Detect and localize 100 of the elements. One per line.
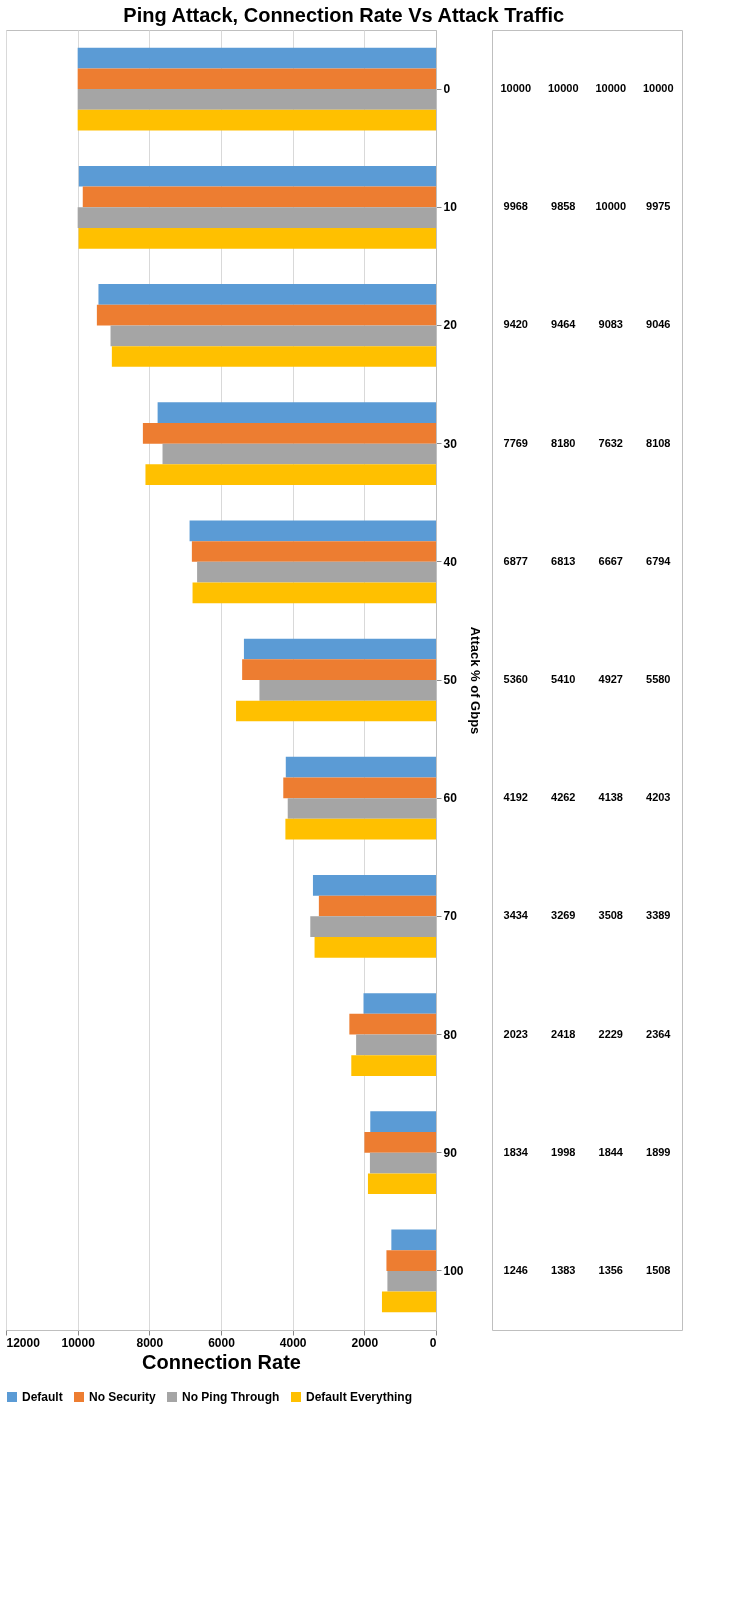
bar xyxy=(259,680,436,701)
data-label: 1356 xyxy=(598,1263,623,1276)
bar xyxy=(191,541,436,562)
y-tick-label: 30 xyxy=(443,436,458,451)
data-label: 10000 xyxy=(547,82,579,95)
bar xyxy=(370,1111,436,1133)
bar xyxy=(157,402,436,423)
data-label: 4138 xyxy=(598,791,623,804)
bar xyxy=(96,304,436,326)
bar xyxy=(110,325,436,347)
bar xyxy=(310,916,436,938)
data-label: 1246 xyxy=(503,1263,528,1276)
bar xyxy=(349,1013,436,1035)
bar xyxy=(82,186,436,208)
data-label: 4203 xyxy=(646,791,671,804)
bar xyxy=(369,1152,436,1174)
bar xyxy=(78,227,436,249)
y-tick-label: 40 xyxy=(443,554,458,569)
bar xyxy=(77,68,436,90)
bar xyxy=(318,895,436,917)
y-axis-title: Attack % of Gbps xyxy=(467,626,483,735)
data-label: 3269 xyxy=(551,909,576,922)
data-label: 9975 xyxy=(646,200,671,213)
data-label: 1844 xyxy=(598,1145,624,1158)
bar xyxy=(236,700,436,722)
bar xyxy=(162,443,436,465)
y-tick-label: 100 xyxy=(443,1263,464,1278)
data-label: 9858 xyxy=(551,200,576,213)
bar xyxy=(192,582,436,604)
data-label: 6667 xyxy=(598,554,623,567)
bar xyxy=(351,1055,436,1076)
data-label: 9420 xyxy=(503,318,528,331)
bar xyxy=(242,659,436,680)
y-tick-label: 70 xyxy=(443,909,458,924)
bar xyxy=(356,1034,436,1056)
bar xyxy=(314,937,436,958)
data-label: 2229 xyxy=(598,1027,623,1040)
data-label: 9464 xyxy=(551,318,577,331)
bar xyxy=(363,993,436,1014)
data-label: 9083 xyxy=(598,318,623,331)
bar xyxy=(145,464,436,485)
bar xyxy=(312,875,436,896)
data-label: 3389 xyxy=(646,909,671,922)
bar xyxy=(78,165,436,187)
bar xyxy=(391,1229,436,1251)
data-label: 10000 xyxy=(642,82,674,95)
legend-label: Default xyxy=(22,1390,63,1404)
data-label: 3434 xyxy=(503,909,529,922)
data-label: 9046 xyxy=(646,318,671,331)
data-label: 5360 xyxy=(503,673,528,685)
data-label: 4262 xyxy=(551,791,576,804)
x-tick-label: 10000 xyxy=(61,1335,96,1350)
data-label: 10000 xyxy=(595,200,627,213)
bar xyxy=(243,638,436,660)
bar xyxy=(287,798,436,819)
y-tick-label: 90 xyxy=(443,1145,458,1160)
x-tick-label: 4000 xyxy=(279,1335,307,1350)
data-label: 3508 xyxy=(598,909,623,922)
x-tick-label: 0 xyxy=(429,1335,437,1350)
legend-label: No Security xyxy=(89,1390,157,1404)
chart-title: Ping Attack, Connection Rate Vs Attack Traffic xyxy=(123,3,565,26)
data-label: 4927 xyxy=(598,673,623,685)
x-tick-label: 2000 xyxy=(351,1335,379,1350)
bar xyxy=(77,109,436,131)
data-label: 10000 xyxy=(500,82,532,95)
y-tick-label: 10 xyxy=(443,200,458,215)
legend-label: No Ping Through xyxy=(182,1390,280,1404)
data-label: 6813 xyxy=(551,554,576,567)
bar xyxy=(77,207,436,228)
data-label: 2418 xyxy=(551,1027,576,1040)
bar xyxy=(285,818,436,840)
data-label: 2023 xyxy=(503,1027,528,1040)
y-tick-label: 20 xyxy=(443,318,458,333)
bar xyxy=(77,47,436,69)
legend-label: Default Everything xyxy=(306,1390,413,1404)
data-label: 1383 xyxy=(551,1263,576,1276)
bar xyxy=(381,1291,436,1313)
bar xyxy=(367,1173,436,1195)
data-label: 6877 xyxy=(503,554,528,567)
bar xyxy=(77,89,436,110)
data-label: 9968 xyxy=(503,200,528,213)
x-tick-label: 12000 xyxy=(6,1335,41,1350)
data-label: 1508 xyxy=(646,1263,671,1276)
x-axis-title: Connection Rate xyxy=(142,1350,301,1373)
data-label: 4192 xyxy=(503,791,528,804)
data-label: 1899 xyxy=(646,1145,671,1158)
y-tick-label: 60 xyxy=(443,791,458,806)
x-tick-label: 6000 xyxy=(208,1335,236,1350)
bar xyxy=(285,756,436,778)
bar xyxy=(142,422,436,444)
data-label: 6794 xyxy=(646,554,672,567)
data-label: 1998 xyxy=(551,1145,576,1158)
data-label: 10000 xyxy=(595,82,627,95)
data-label: 2364 xyxy=(646,1027,672,1040)
data-label: 1834 xyxy=(503,1145,529,1158)
data-label: 8108 xyxy=(646,436,671,449)
y-tick-label: 50 xyxy=(443,673,458,687)
data-label: 8180 xyxy=(551,436,576,449)
data-label: 5410 xyxy=(551,673,576,685)
y-tick-label: 80 xyxy=(443,1027,458,1042)
